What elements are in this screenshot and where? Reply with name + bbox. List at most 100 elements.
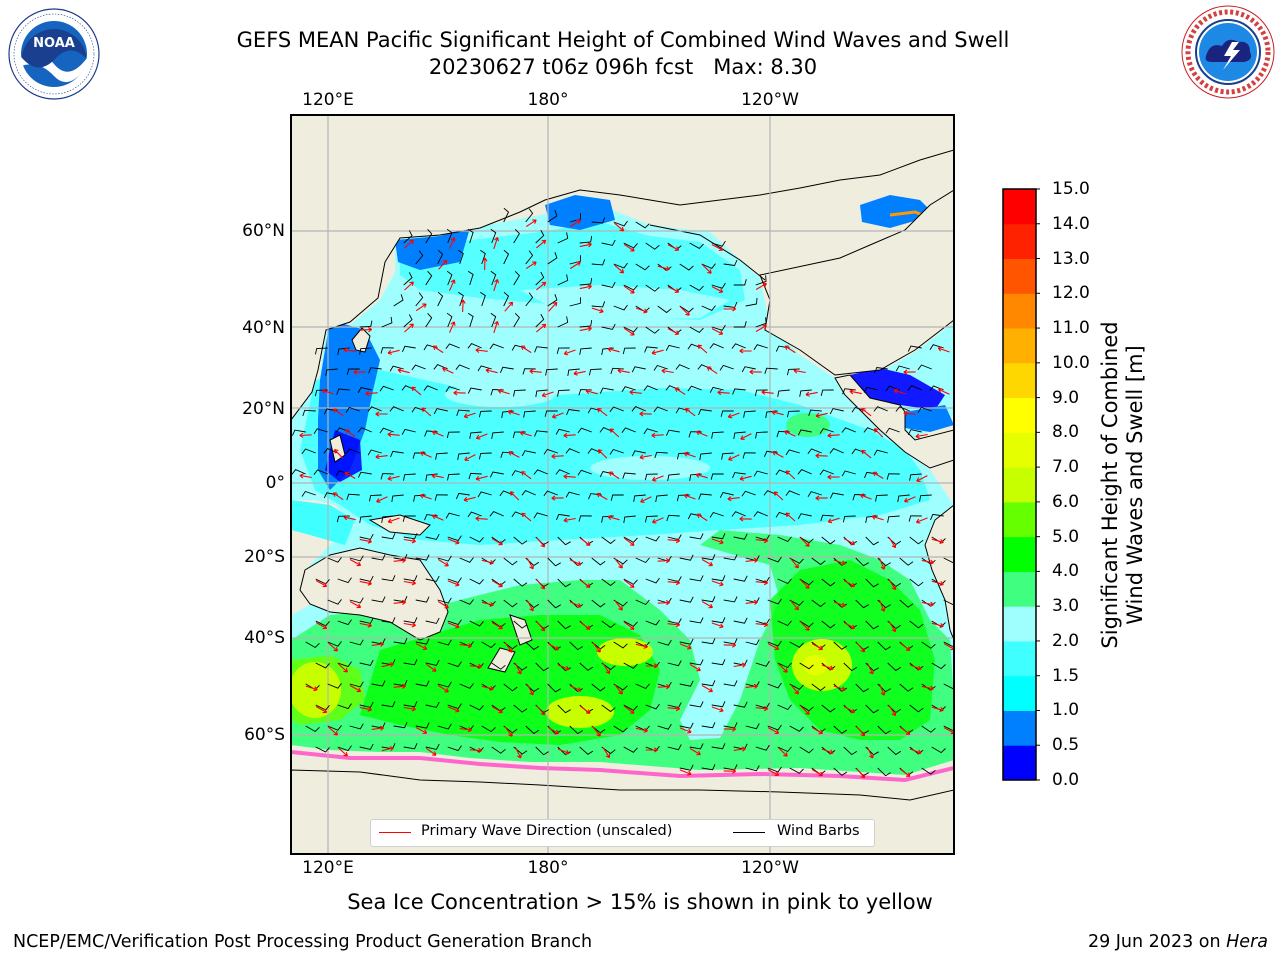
wind-barb <box>863 386 878 393</box>
wind-barb <box>921 725 936 733</box>
wave-direction-arrow <box>697 344 708 354</box>
wind-barb <box>557 620 571 630</box>
sea-ice-note: Sea Ice Concentration > 15% is shown in … <box>347 890 933 914</box>
wave-direction-arrow <box>667 286 680 294</box>
wind-barb <box>415 596 430 603</box>
wave-direction-arrow <box>504 301 514 312</box>
wind-barb <box>633 494 646 502</box>
wind-barb <box>909 578 924 587</box>
wind-barb <box>710 473 724 480</box>
wave-direction-arrow <box>415 303 427 312</box>
wind-barb <box>557 274 569 286</box>
wave-direction-arrow <box>551 495 564 501</box>
wind-barb <box>855 599 869 609</box>
wave-direction-arrow <box>689 664 701 672</box>
wind-barb <box>701 722 716 729</box>
wind-barb <box>679 554 694 561</box>
wave-direction-arrow <box>375 411 388 417</box>
wind-barb <box>315 746 330 753</box>
wave-direction-arrow <box>431 430 444 437</box>
wind-barb <box>403 230 413 244</box>
wave-direction-arrow <box>739 516 752 522</box>
wind-barb <box>709 511 724 518</box>
wave-direction-arrow <box>563 517 576 523</box>
wind-barb <box>346 368 360 376</box>
wind-barb <box>445 343 460 349</box>
wind-barb <box>873 449 888 456</box>
wind-barb <box>567 368 580 376</box>
lat-label-20s: 20°S <box>244 547 285 567</box>
wave-direction-arrow <box>475 475 488 481</box>
wind-barb <box>525 641 540 651</box>
wind-barb <box>437 291 444 307</box>
wind-barb <box>701 305 716 311</box>
wind-barb <box>291 429 306 436</box>
wind-barb <box>459 557 474 563</box>
eastern-tropic-green <box>786 413 830 437</box>
wind-barb <box>389 365 404 372</box>
wind-barb <box>601 620 616 629</box>
wind-barb <box>503 557 518 566</box>
wind-barb <box>657 723 672 730</box>
wave-direction-arrow <box>702 264 712 274</box>
wave-direction-arrow <box>790 600 799 611</box>
lat-label-40s: 40°S <box>244 628 285 648</box>
wind-barb <box>733 431 746 439</box>
wave-direction-arrow <box>463 412 476 419</box>
wind-barb <box>635 263 650 271</box>
wind-barb <box>767 766 782 773</box>
wind-barb <box>391 494 404 502</box>
wave-direction-arrow <box>332 492 344 501</box>
wind-barb <box>653 406 668 413</box>
wind-barb <box>490 312 497 328</box>
wind-barb <box>841 470 856 477</box>
wind-barb <box>578 515 592 522</box>
wave-direction-arrow <box>344 471 356 479</box>
wind-barb <box>908 515 922 522</box>
wind-barb <box>753 344 768 351</box>
wind-barb <box>799 389 812 397</box>
wave-direction-arrow <box>893 388 906 395</box>
wind-barb <box>753 470 768 477</box>
wind-barb <box>359 320 373 328</box>
lat-label-0: 0° <box>265 473 285 493</box>
wave-direction-arrow <box>695 472 708 479</box>
wave-direction-arrow <box>859 493 872 500</box>
wind-barb <box>467 343 482 349</box>
wind-barb <box>865 704 879 714</box>
wind-barb <box>789 557 804 564</box>
wave-direction-arrow <box>667 621 681 628</box>
wind-barb <box>566 409 580 416</box>
new-zealand-south <box>487 647 516 673</box>
wave-direction-arrow <box>645 663 659 669</box>
colorbar-tick-label: 1.5 <box>1052 665 1080 686</box>
wave-direction-arrow <box>667 328 680 336</box>
wind-barb <box>459 683 474 689</box>
wind-barb <box>679 764 694 771</box>
wind-barb <box>577 469 592 476</box>
wave-direction-arrow <box>469 747 483 753</box>
wind-barb <box>569 213 581 223</box>
wind-barb <box>403 575 418 582</box>
wave-direction-arrow <box>507 409 520 416</box>
wave-direction-arrow <box>899 642 911 651</box>
wave-direction-arrow <box>508 450 520 458</box>
wave-direction-arrow <box>689 748 701 756</box>
map-frame <box>290 114 955 855</box>
wind-barb <box>359 347 372 355</box>
wave-direction-arrow <box>739 475 752 481</box>
wind-barb <box>401 428 416 435</box>
wind-barb <box>701 263 716 269</box>
wind-barb <box>390 450 404 458</box>
wave-direction-arrow <box>596 492 608 500</box>
wave-direction-arrow <box>651 475 664 482</box>
wave-direction-arrow <box>365 390 378 397</box>
wave-direction-arrow <box>635 643 648 649</box>
wave-direction-arrow <box>811 643 823 651</box>
wave-direction-arrow <box>493 320 500 334</box>
wind-barb <box>644 515 658 523</box>
wind-barb <box>665 344 680 351</box>
wind-barb <box>371 680 386 687</box>
wave-direction-arrow <box>387 517 400 524</box>
wind-barb <box>469 536 484 543</box>
